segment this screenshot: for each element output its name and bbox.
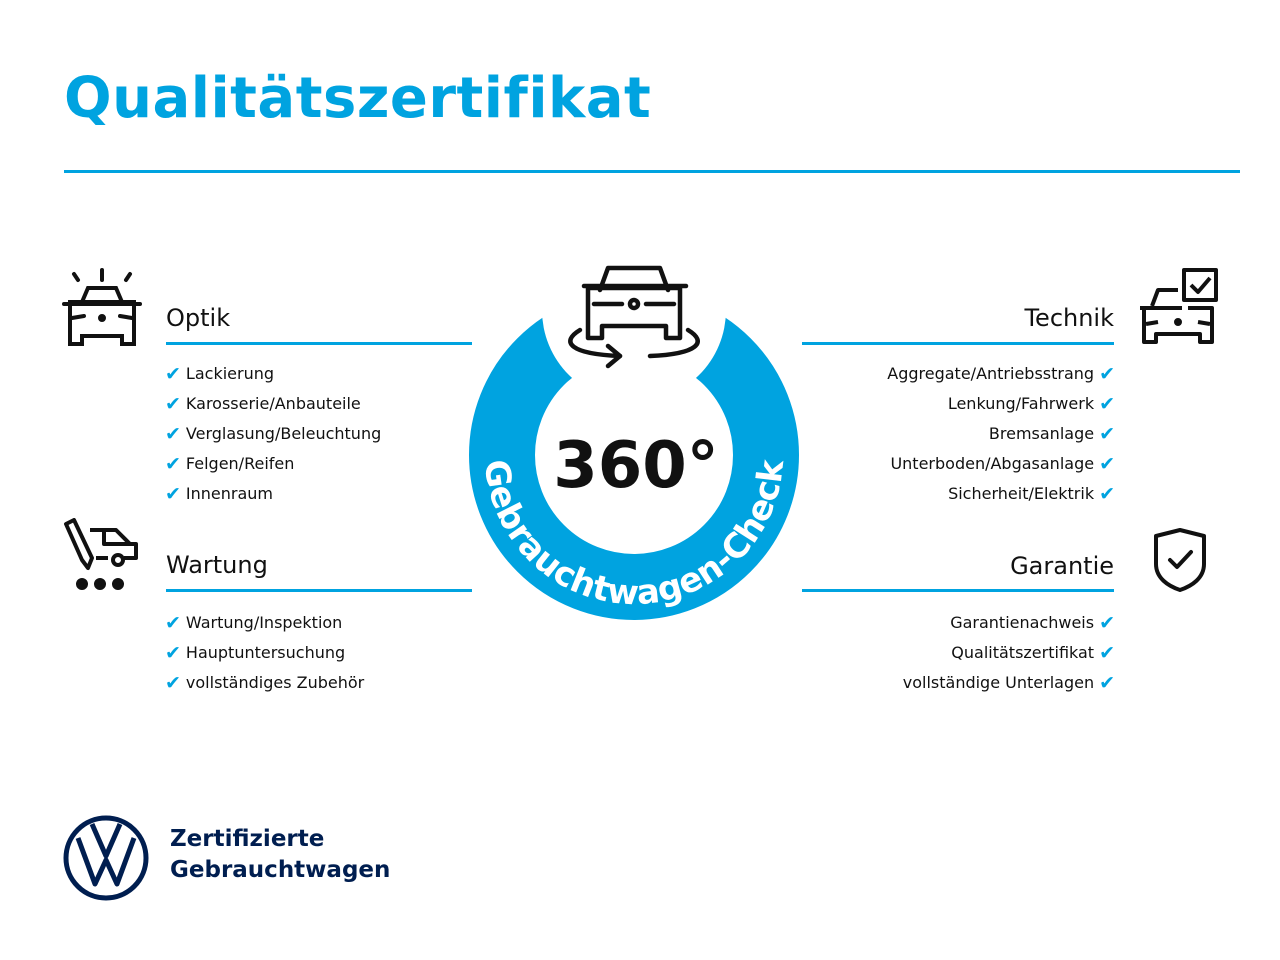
check-icon: ✔: [165, 363, 181, 385]
optik-underline: [166, 342, 472, 345]
check-icon: ✔: [1099, 393, 1115, 415]
list-item: ✔ Karosserie/Anbauteile: [165, 389, 381, 419]
section-title-garantie: Garantie: [1010, 552, 1114, 580]
check-icon: ✔: [165, 393, 181, 415]
service-car-icon: [64, 518, 138, 590]
list-item: Bremsanlage ✔: [887, 419, 1115, 449]
check-icon: ✔: [1099, 642, 1115, 664]
optik-list: ✔ Lackierung ✔ Karosserie/Anbauteile ✔ Verg…: [165, 359, 381, 509]
check-icon: ✔: [165, 483, 181, 505]
list-item: Sicherheit/Elektrik ✔: [887, 479, 1115, 509]
brand-line1: Zertifizierte: [170, 826, 325, 852]
technik-list: Aggregate/Antriebsstrang ✔ Lenkung/Fahrwe…: [887, 359, 1115, 509]
list-item: ✔ Hauptuntersuchung: [165, 638, 364, 668]
garantie-list: Garantienachweis ✔ Qualitätszertifikat ✔ v…: [903, 608, 1115, 698]
list-item: ✔ Wartung/Inspektion: [165, 608, 364, 638]
section-title-optik: Optik: [166, 304, 231, 332]
title-divider: [64, 170, 1240, 173]
item-label: Lenkung/Fahrwerk: [947, 394, 1095, 413]
section-title-wartung: Wartung: [166, 551, 268, 579]
item-label: Innenraum: [185, 484, 274, 503]
car-lights-icon: [62, 268, 142, 346]
list-item: ✔ Lackierung: [165, 359, 381, 389]
list-item: Garantienachweis ✔: [903, 608, 1115, 638]
item-label: vollständige Unterlagen: [902, 673, 1095, 692]
item-label: Felgen/Reifen: [185, 454, 295, 473]
car-rotate-icon: [568, 265, 700, 369]
check-icon: ✔: [165, 423, 181, 445]
list-item: Qualitätszertifikat ✔: [903, 638, 1115, 668]
technik-underline: [802, 342, 1114, 345]
item-label: Garantienachweis: [950, 613, 1095, 632]
list-item: ✔ Felgen/Reifen: [165, 449, 381, 479]
check-icon: ✔: [165, 672, 181, 694]
wartung-list: ✔ Wartung/Inspektion ✔ Hauptuntersuchung ✔…: [165, 608, 364, 698]
check-icon: ✔: [1099, 612, 1115, 634]
list-item: ✔ Innenraum: [165, 479, 381, 509]
list-item: Unterboden/Abgasanlage ✔: [887, 449, 1115, 479]
check-icon: ✔: [165, 642, 181, 664]
list-item: ✔ vollständiges Zubehör: [165, 668, 364, 698]
item-label: Qualitätszertifikat: [951, 643, 1095, 662]
page-title: Qualitätszertifikat: [64, 66, 652, 131]
check-icon: ✔: [165, 612, 181, 634]
item-label: Hauptuntersuchung: [185, 643, 346, 662]
brand-text: Zertifizierte Gebrauchtwagen: [170, 824, 390, 886]
list-item: vollständige Unterlagen ✔: [903, 668, 1115, 698]
check-icon: ✔: [1099, 363, 1115, 385]
item-label: Bremsanlage: [988, 424, 1095, 443]
shield-check-icon: [1154, 528, 1206, 592]
section-title-technik: Technik: [1024, 304, 1114, 332]
list-item: ✔ Verglasung/Beleuchtung: [165, 419, 381, 449]
brand-line2: Gebrauchtwagen: [170, 857, 391, 883]
item-label: Wartung/Inspektion: [185, 613, 343, 632]
item-label: Sicherheit/Elektrik: [948, 484, 1095, 503]
vw-logo: [63, 815, 149, 901]
wartung-underline: [166, 589, 472, 592]
list-item: Aggregate/Antriebsstrang ✔: [887, 359, 1115, 389]
item-label: Lackierung: [185, 364, 275, 383]
check-icon: ✔: [1099, 483, 1115, 505]
item-label: Aggregate/Antriebsstrang: [887, 364, 1095, 383]
check-icon: ✔: [165, 453, 181, 475]
item-label: Karosserie/Anbauteile: [185, 394, 361, 413]
check-icon: ✔: [1099, 672, 1115, 694]
list-item: Lenkung/Fahrwerk ✔: [887, 389, 1115, 419]
item-label: Verglasung/Beleuchtung: [185, 424, 382, 443]
check-icon: ✔: [1099, 453, 1115, 475]
item-label: Unterboden/Abgasanlage: [890, 454, 1095, 473]
check-icon: ✔: [1099, 423, 1115, 445]
garantie-underline: [802, 589, 1114, 592]
item-label: vollständiges Zubehör: [185, 673, 365, 692]
car-checkbox-icon: [1140, 268, 1218, 344]
360-check-badge: Gebrauchtwagen-Check 360°: [469, 250, 799, 620]
badge-360: 360°: [553, 429, 719, 503]
